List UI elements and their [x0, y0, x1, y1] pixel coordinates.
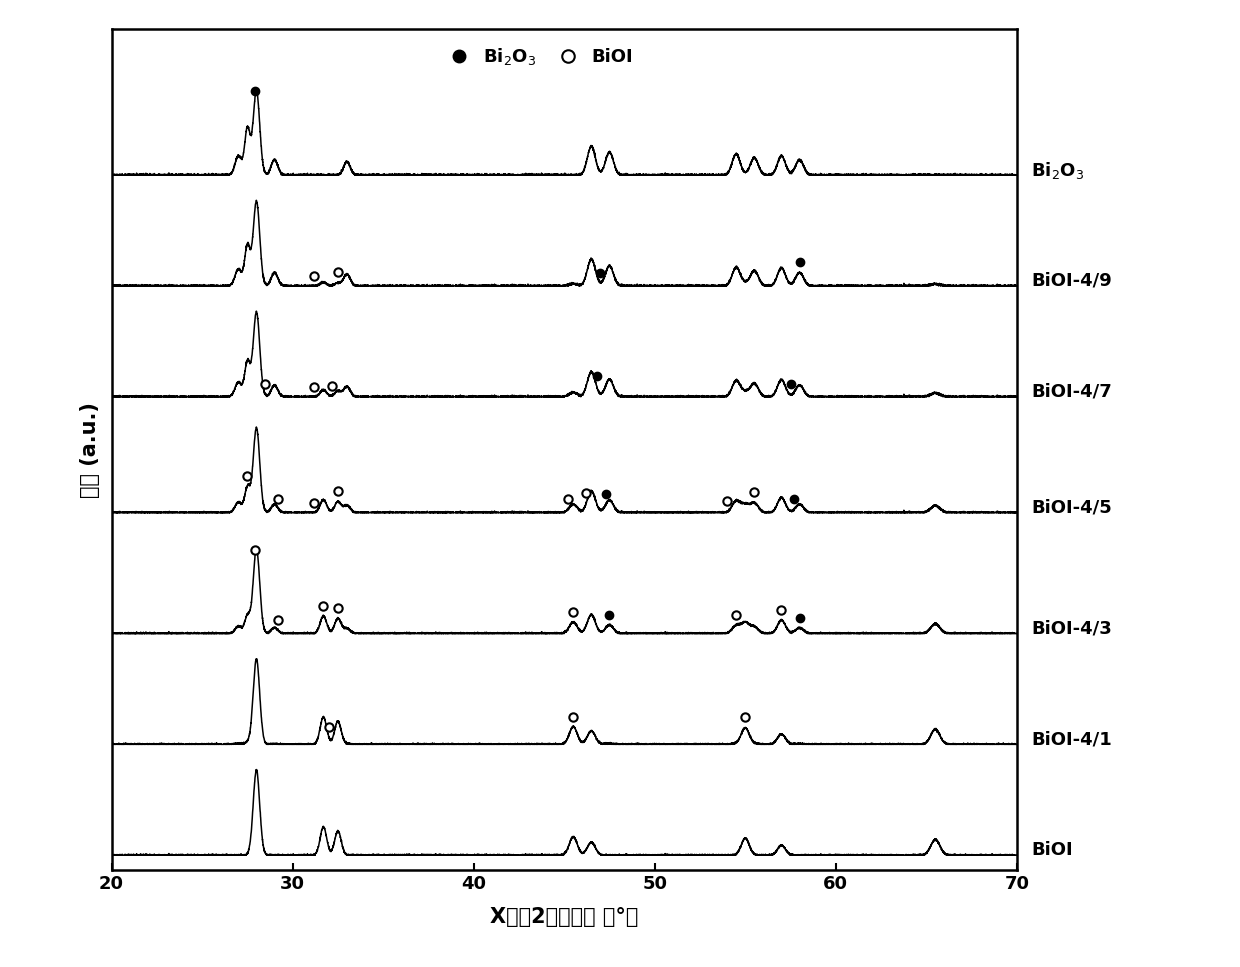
Text: BiOI-4/3: BiOI-4/3 — [1032, 620, 1112, 637]
Text: BiOI: BiOI — [1032, 841, 1073, 859]
Text: BiOI-4/7: BiOI-4/7 — [1032, 383, 1112, 400]
Text: BiOI-4/9: BiOI-4/9 — [1032, 272, 1112, 290]
X-axis label: X射煐2倍入射角 （°）: X射煐2倍入射角 （°） — [490, 907, 639, 927]
Text: Bi$_2$O$_3$: Bi$_2$O$_3$ — [1032, 160, 1084, 181]
Text: BiOI-4/5: BiOI-4/5 — [1032, 499, 1112, 516]
Text: BiOI-4/1: BiOI-4/1 — [1032, 730, 1112, 748]
Legend: Bi$_2$O$_3$, BiOI: Bi$_2$O$_3$, BiOI — [441, 46, 634, 68]
Y-axis label: 强度 (a.u.): 强度 (a.u.) — [81, 401, 100, 498]
